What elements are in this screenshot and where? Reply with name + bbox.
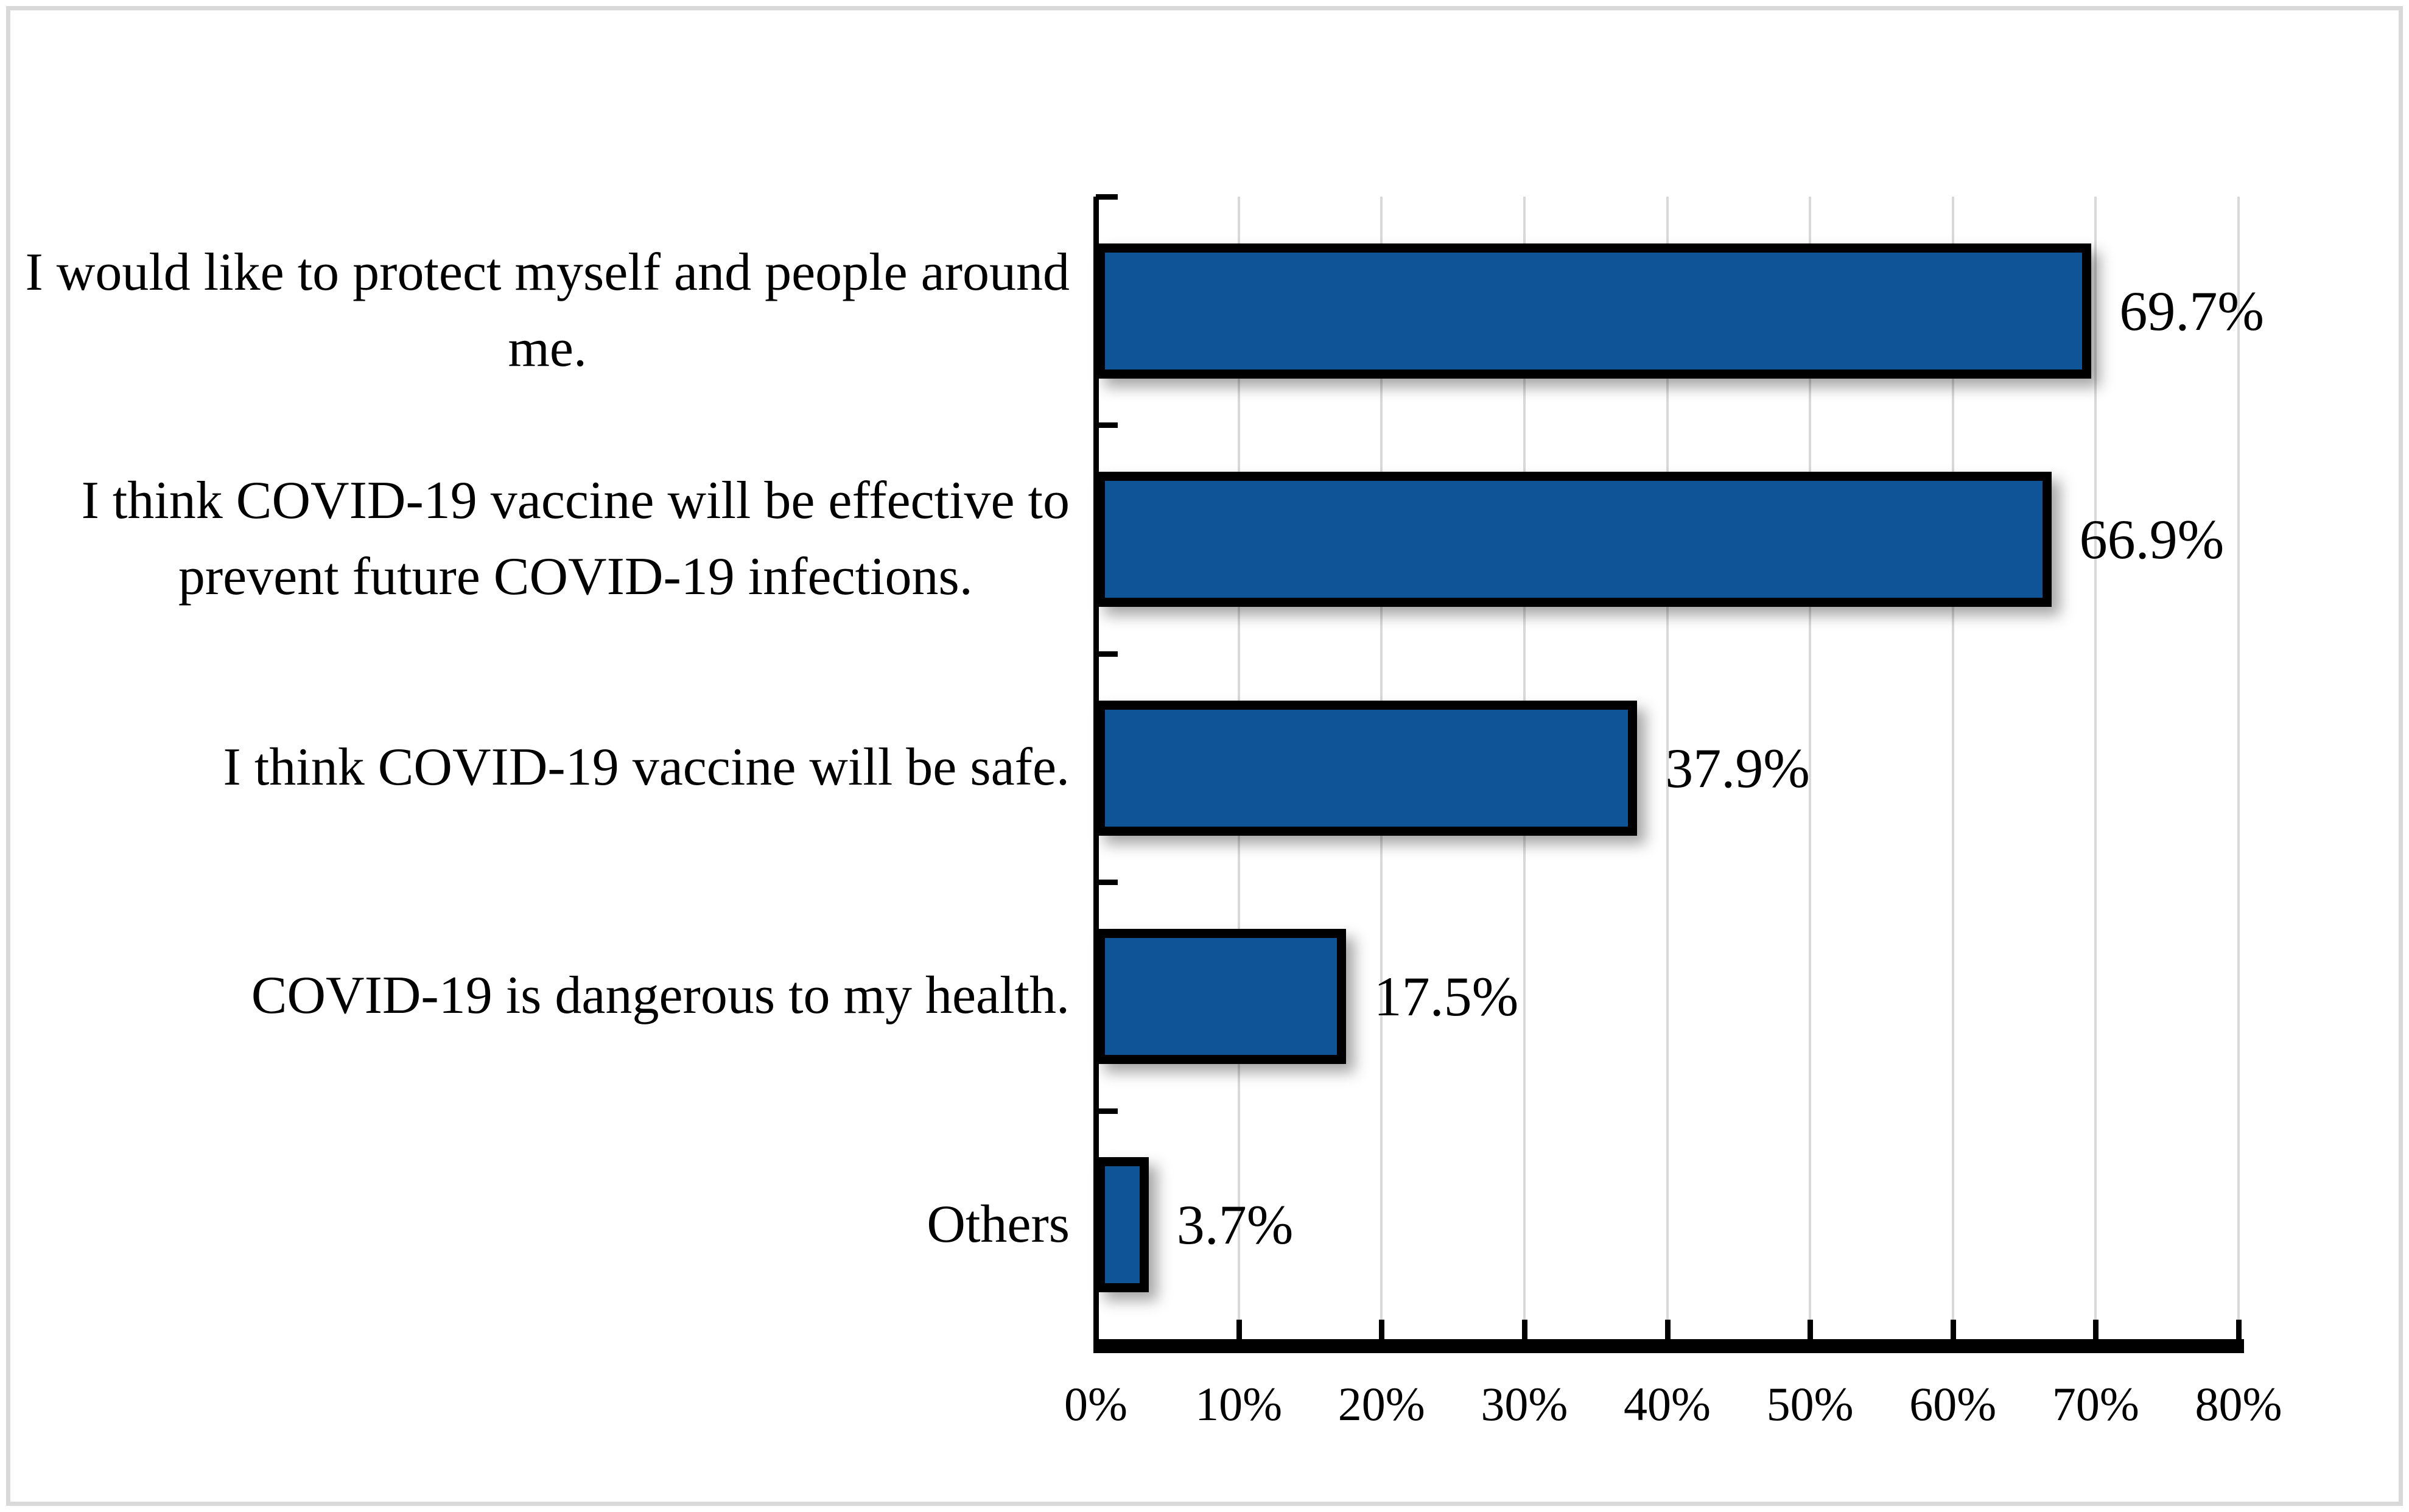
- x-axis-tick: [1379, 1320, 1385, 1339]
- x-axis-tick-label: 70%: [2052, 1377, 2139, 1430]
- gridline: [2094, 197, 2097, 1339]
- bar-value-label: 3.7%: [1176, 1194, 1294, 1256]
- x-axis-tick: [1950, 1320, 1956, 1339]
- bar-value-label: 17.5%: [1373, 965, 1519, 1027]
- x-axis-tick-label: 40%: [1624, 1377, 1711, 1430]
- x-axis-tick: [2236, 1320, 2242, 1339]
- category-label-row: I think COVID-19 vaccine will be safe.: [24, 654, 1070, 882]
- gridline: [2237, 197, 2240, 1339]
- y-axis-tick: [1096, 422, 1118, 429]
- x-axis-tick: [2093, 1320, 2099, 1339]
- bar: [1096, 1157, 1149, 1293]
- gridline: [1666, 197, 1669, 1339]
- gridline: [1951, 197, 1954, 1339]
- x-axis-tick-label: 50%: [1766, 1377, 1854, 1430]
- bar: [1096, 472, 2052, 607]
- x-axis-tick-label: 80%: [2195, 1377, 2282, 1430]
- bar-value-label: 69.7%: [2119, 279, 2264, 342]
- x-axis-line: [1093, 1339, 2244, 1353]
- x-axis-tick: [1664, 1320, 1671, 1339]
- x-axis-tick-label: 60%: [1909, 1377, 1997, 1430]
- y-axis-tick: [1096, 651, 1118, 657]
- x-axis-tick: [1808, 1320, 1814, 1339]
- bar-value-label: 66.9%: [2079, 508, 2225, 571]
- category-label-row: Others: [24, 1111, 1070, 1339]
- category-label: I think COVID-19 vaccine will be effecti…: [81, 471, 1070, 607]
- category-label-row: COVID-19 is dangerous to my health.: [24, 882, 1070, 1110]
- gridline: [1809, 197, 1812, 1339]
- category-label: I would like to protect myself and peopl…: [25, 242, 1070, 378]
- x-axis-tick-label: 0%: [1064, 1377, 1127, 1430]
- category-label: COVID-19 is dangerous to my health.: [251, 966, 1070, 1026]
- category-label: I think COVID-19 vaccine will be safe.: [223, 738, 1070, 797]
- y-axis-tick: [1096, 194, 1118, 200]
- y-axis-tick: [1096, 880, 1118, 886]
- bar: [1096, 243, 2092, 379]
- x-axis-tick: [1521, 1320, 1527, 1339]
- x-axis-tick-label: 10%: [1195, 1377, 1283, 1430]
- bar: [1096, 928, 1346, 1064]
- x-axis-tick-label: 30%: [1481, 1377, 1568, 1430]
- bar-value-label: 37.9%: [1665, 737, 1810, 799]
- category-label: Others: [927, 1194, 1070, 1254]
- bar: [1096, 700, 1638, 836]
- x-axis-tick-label: 20%: [1338, 1377, 1425, 1430]
- category-label-row: I think COVID-19 vaccine will be effecti…: [24, 425, 1070, 653]
- category-label-row: I would like to protect myself and peopl…: [24, 197, 1070, 425]
- y-axis-tick: [1096, 1108, 1118, 1114]
- x-axis-tick: [1236, 1320, 1242, 1339]
